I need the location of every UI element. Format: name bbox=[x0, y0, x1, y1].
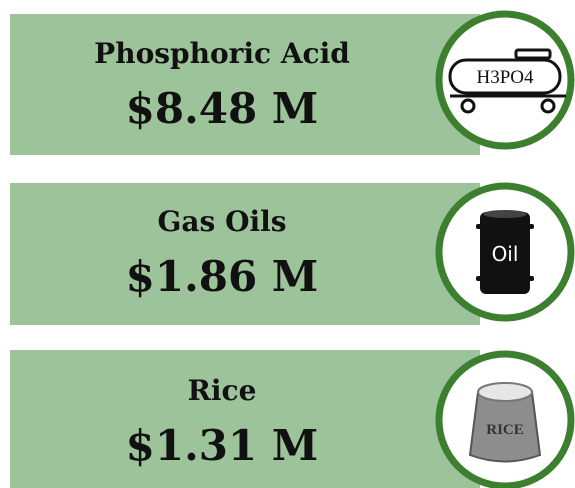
card: Phosphoric Acid $8.48 M H3PO4 bbox=[10, 14, 571, 155]
icon-label: Oil bbox=[492, 242, 519, 266]
item-name: Phosphoric Acid bbox=[94, 37, 350, 70]
card: Rice $1.31 M RICE bbox=[10, 350, 571, 488]
item-name: Rice bbox=[188, 374, 257, 407]
icon-label: H3PO4 bbox=[476, 67, 534, 88]
item-value: $1.86 M bbox=[126, 252, 319, 301]
item-name: Gas Oils bbox=[158, 205, 287, 238]
card: Gas Oils $1.86 M Oil bbox=[10, 183, 571, 325]
infographic: Phosphoric Acid $8.48 M H3PO4 Gas Oils $… bbox=[0, 0, 575, 488]
icon-label: RICE bbox=[486, 422, 524, 438]
item-value: $8.48 M bbox=[126, 84, 319, 133]
item-value: $1.31 M bbox=[126, 421, 319, 470]
